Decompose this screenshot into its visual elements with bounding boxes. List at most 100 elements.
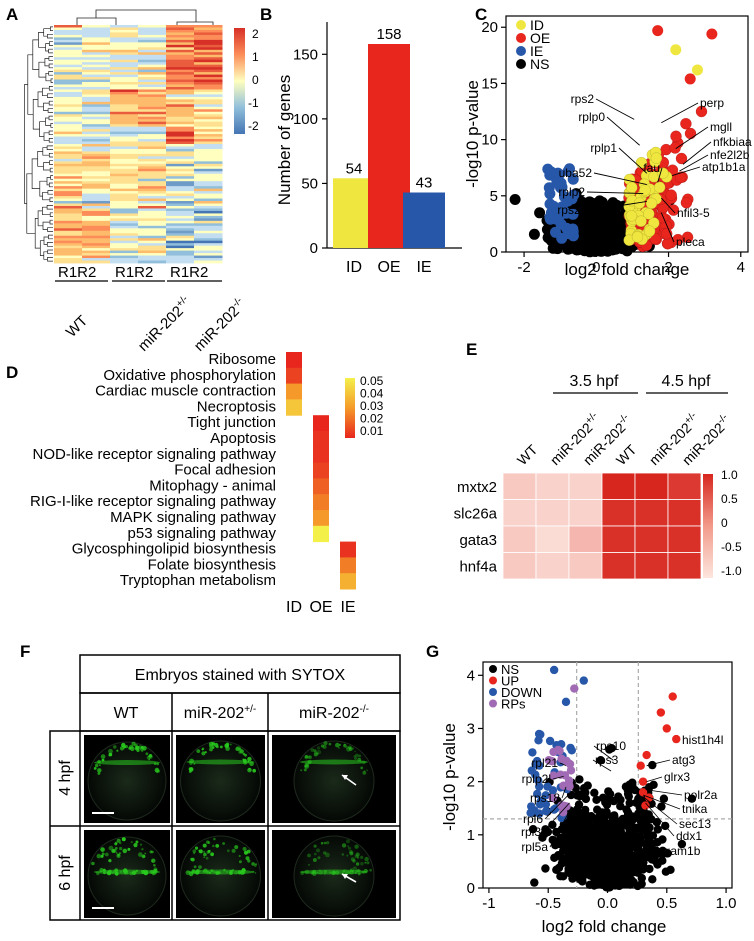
heatmap-cell <box>54 139 83 142</box>
point-ns <box>648 760 657 770</box>
heatmap-cell <box>194 106 223 110</box>
gene-label: mxtx2 <box>457 479 497 496</box>
gene-leader-line <box>606 116 640 146</box>
heatmap-cell <box>194 72 223 75</box>
heatmap-cell <box>82 74 111 78</box>
heatmap-cell <box>82 240 111 244</box>
heatmap-cell <box>82 163 111 167</box>
point-ie <box>545 166 557 178</box>
heatmap-cell <box>194 101 223 105</box>
point-oe <box>680 118 692 130</box>
point-ns <box>608 846 618 856</box>
sytox-spot <box>251 862 255 866</box>
scale-tick: 0 <box>252 73 259 87</box>
heatmap-cell <box>110 62 139 66</box>
column-dendrogram <box>76 9 214 25</box>
heatmap-cell <box>82 89 111 93</box>
gene-leader-line <box>642 794 681 810</box>
gene-label: slc26a <box>454 506 498 523</box>
heatmap-cell <box>138 114 167 118</box>
enrichment-cell <box>286 352 302 369</box>
bar-ie <box>403 192 445 248</box>
heatmap-cell <box>110 101 139 105</box>
panel-e-heatmap: 3.5 hpf 4.5 hpf WT miR-202+/-miR-202-/-WT… <box>454 373 742 580</box>
heatmap-cell <box>54 235 83 239</box>
sytox-spot <box>141 854 146 859</box>
heatmap-cell <box>54 146 83 150</box>
y-axis-label: -log10 p-value <box>440 723 459 831</box>
dendrogram-branch <box>37 151 44 167</box>
heatmap-cell <box>82 161 111 165</box>
expression-cell <box>568 525 603 553</box>
heatmap-cell <box>138 228 167 232</box>
y-tick-label: 15 <box>481 75 498 92</box>
heatmap-cell <box>194 34 223 38</box>
dendrogram-branch <box>48 63 53 69</box>
heatmap-cell <box>54 151 83 155</box>
point-ns <box>528 825 538 834</box>
heatmap-cell <box>110 111 139 115</box>
heatmap-cell <box>82 203 111 207</box>
expression-cell <box>667 499 702 527</box>
heatmap-cell <box>166 86 195 90</box>
sytox-spot <box>238 750 242 754</box>
heatmap-cell <box>82 101 111 105</box>
sytox-spot <box>116 749 119 752</box>
heatmap-cell <box>110 91 139 95</box>
sytox-spot <box>348 846 351 850</box>
heatmap-cell <box>54 168 83 172</box>
heatmap-cell <box>54 255 83 259</box>
heatmap-cell <box>110 116 139 120</box>
point-ns <box>543 827 553 837</box>
heatmap-cell <box>166 156 195 160</box>
heatmap-cell <box>82 208 111 212</box>
point-ns <box>554 851 563 860</box>
sytox-spot <box>354 757 357 760</box>
heatmap-cell <box>110 151 139 155</box>
gene-label: sec13 <box>679 817 711 831</box>
heatmap-cell <box>166 29 195 33</box>
heatmap-cell <box>194 225 223 229</box>
heatmap-cell <box>166 141 195 145</box>
point-ns <box>548 820 557 829</box>
heatmap-cell <box>138 188 167 192</box>
heatmap-cell <box>82 260 111 264</box>
point-ns <box>640 850 649 860</box>
point-outlier <box>684 73 696 85</box>
gene-leader-line <box>679 154 709 172</box>
heatmap-cell <box>138 260 167 264</box>
dendrogram-branch <box>47 33 53 39</box>
point-ns <box>637 873 646 883</box>
heatmap-cell <box>194 193 223 197</box>
heatmap-cell <box>54 32 83 36</box>
point-ie <box>562 165 574 177</box>
sytox-spot <box>304 755 309 759</box>
heatmap-cell <box>138 82 167 85</box>
heatmap-cell <box>54 114 83 118</box>
x-axis-label: log2 fold change <box>542 917 667 936</box>
heatmap-cell <box>110 225 139 229</box>
y-tick-label: 3 <box>467 720 475 737</box>
heatmap-cell <box>138 250 167 254</box>
heatmap-cell <box>166 47 195 51</box>
point-ns <box>606 200 618 212</box>
sytox-spot <box>115 852 118 854</box>
heatmap-cell <box>194 248 223 252</box>
heatmap-cell <box>110 72 139 75</box>
sytox-spot <box>97 772 101 775</box>
heatmap-cell <box>138 49 167 53</box>
heatmap-cell <box>166 168 195 172</box>
sytox-spot <box>205 840 210 844</box>
sytox-spot <box>304 762 309 767</box>
sytox-spot <box>247 756 252 762</box>
heatmap-cell <box>82 37 111 41</box>
point-up <box>636 761 645 770</box>
point-ns <box>628 864 637 873</box>
gene-label: rpl5a <box>521 840 548 854</box>
legend-label: IE <box>530 43 543 59</box>
gene-leader-line <box>549 810 570 848</box>
heatmap-cell <box>54 238 83 242</box>
heatmap-cell <box>138 91 167 95</box>
sytox-spot <box>320 841 324 845</box>
